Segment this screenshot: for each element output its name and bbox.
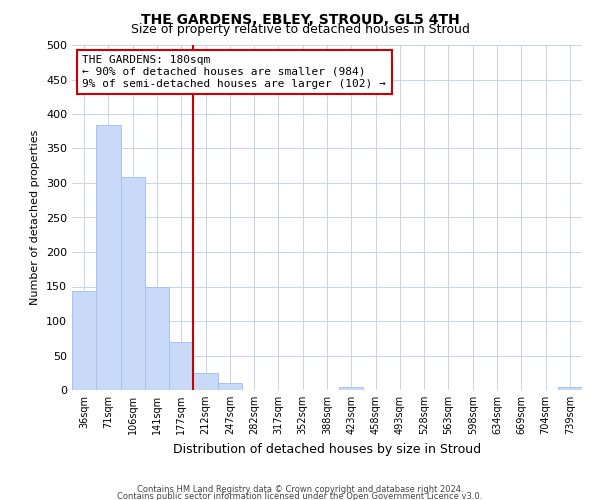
Bar	[169, 342, 193, 390]
Bar	[218, 383, 242, 390]
Y-axis label: Number of detached properties: Number of detached properties	[31, 130, 40, 305]
Text: Size of property relative to detached houses in Stroud: Size of property relative to detached ho…	[131, 22, 469, 36]
Text: Contains HM Land Registry data © Crown copyright and database right 2024.: Contains HM Land Registry data © Crown c…	[137, 486, 463, 494]
Bar	[558, 386, 582, 390]
Bar	[145, 286, 169, 390]
Text: THE GARDENS, EBLEY, STROUD, GL5 4TH: THE GARDENS, EBLEY, STROUD, GL5 4TH	[140, 12, 460, 26]
Bar	[96, 125, 121, 390]
Bar	[72, 290, 96, 390]
Bar	[121, 178, 145, 390]
Text: Contains public sector information licensed under the Open Government Licence v3: Contains public sector information licen…	[118, 492, 482, 500]
Bar	[339, 386, 364, 390]
X-axis label: Distribution of detached houses by size in Stroud: Distribution of detached houses by size …	[173, 442, 481, 456]
Text: THE GARDENS: 180sqm
← 90% of detached houses are smaller (984)
9% of semi-detach: THE GARDENS: 180sqm ← 90% of detached ho…	[82, 56, 386, 88]
Bar	[193, 373, 218, 390]
